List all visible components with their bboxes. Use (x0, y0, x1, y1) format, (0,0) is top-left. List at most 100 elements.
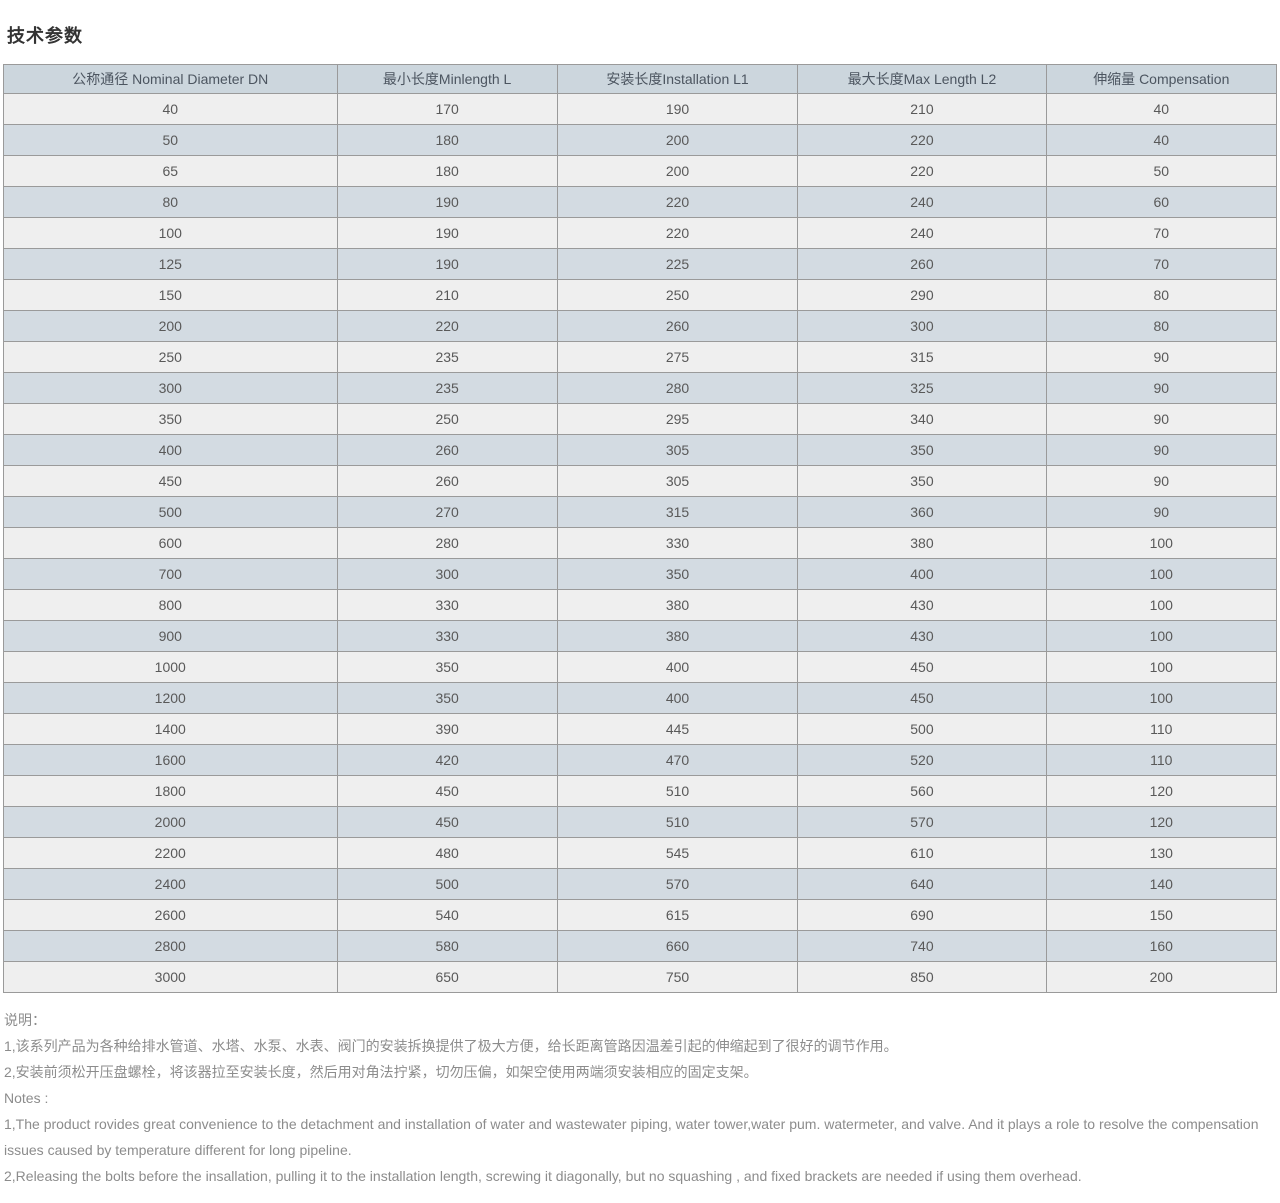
table-cell: 600 (3, 527, 338, 559)
table-cell: 100 (1045, 682, 1278, 714)
table-cell: 340 (797, 403, 1047, 435)
table-cell: 330 (336, 620, 558, 652)
table-cell: 80 (1045, 279, 1278, 311)
table-cell: 380 (797, 527, 1047, 559)
table-cell: 110 (1045, 744, 1278, 776)
table-cell: 120 (1045, 775, 1278, 807)
table-row: 200 220 260 300 80 (3, 310, 1278, 342)
table-cell: 1600 (3, 744, 338, 776)
table-cell: 660 (556, 930, 799, 962)
table-cell: 510 (556, 775, 799, 807)
notes-zh-title: 说明： (4, 1012, 46, 1028)
table-cell: 70 (1045, 217, 1278, 249)
notes-en-item: 1,The product rovides great convenience … (4, 1116, 1259, 1158)
table-cell: 50 (3, 124, 338, 156)
table-row: 800 330 380 430 100 (3, 589, 1278, 621)
table-cell: 100 (1045, 620, 1278, 652)
column-header: 安装长度Installation L1 (556, 64, 799, 94)
table-cell: 700 (3, 558, 338, 590)
table-cell: 60 (1045, 186, 1278, 218)
table-cell: 100 (1045, 651, 1278, 683)
column-header: 伸缩量 Compensation (1045, 64, 1278, 94)
table-cell: 250 (3, 341, 338, 373)
table-row: 700 300 350 400 100 (3, 558, 1278, 590)
table-cell: 580 (336, 930, 558, 962)
page-title: 技术参数 (7, 26, 83, 46)
table-cell: 260 (336, 465, 558, 497)
table-cell: 200 (556, 124, 799, 156)
table-cell: 125 (3, 248, 338, 280)
table-cell: 90 (1045, 372, 1278, 404)
table-cell: 40 (3, 93, 338, 125)
table-row: 1000 350 400 450 100 (3, 651, 1278, 683)
table-row: 1600 420 470 520 110 (3, 744, 1278, 776)
notes-section: 说明： 1,该系列产品为各种给排水管道、水塔、水泵、水表、阀门的安装拆换提供了极… (4, 1007, 1277, 1189)
table-cell: 90 (1045, 496, 1278, 528)
table-cell: 220 (797, 155, 1047, 187)
table-cell: 400 (797, 558, 1047, 590)
table-row: 250 235 275 315 90 (3, 341, 1278, 373)
table-cell: 275 (556, 341, 799, 373)
table-row: 350 250 295 340 90 (3, 403, 1278, 435)
notes-zh-item: 2,安装前须松开压盘螺栓，将该器拉至安装长度，然后用对角法拧紧，切勿压偏，如架空… (4, 1064, 758, 1080)
table-cell: 90 (1045, 434, 1278, 466)
table-cell: 80 (3, 186, 338, 218)
table-row: 1200 350 400 450 100 (3, 682, 1278, 714)
table-cell: 235 (336, 341, 558, 373)
table-cell: 200 (1045, 961, 1278, 993)
table-cell: 500 (797, 713, 1047, 745)
table-cell: 480 (336, 837, 558, 869)
table-cell: 2600 (3, 899, 338, 931)
table-cell: 750 (556, 961, 799, 993)
table-cell: 120 (1045, 806, 1278, 838)
notes-en-item: 2,Releasing the bolts before the insalla… (4, 1168, 1082, 1184)
table-row: 450 260 305 350 90 (3, 465, 1278, 497)
notes-zh-item: 1,该系列产品为各种给排水管道、水塔、水泵、水表、阀门的安装拆换提供了极大方便，… (4, 1038, 898, 1054)
table-cell: 2800 (3, 930, 338, 962)
table-cell: 300 (336, 558, 558, 590)
table-cell: 150 (1045, 899, 1278, 931)
table-cell: 1400 (3, 713, 338, 745)
table-row: 50 180 200 220 40 (3, 124, 1278, 156)
table-cell: 325 (797, 372, 1047, 404)
table-cell: 1000 (3, 651, 338, 683)
table-cell: 40 (1045, 124, 1278, 156)
table-cell: 140 (1045, 868, 1278, 900)
table-cell: 210 (797, 93, 1047, 125)
table-cell: 190 (336, 186, 558, 218)
table-row: 80 190 220 240 60 (3, 186, 1278, 218)
table-cell: 235 (336, 372, 558, 404)
table-cell: 100 (1045, 589, 1278, 621)
table-cell: 190 (556, 93, 799, 125)
table-cell: 80 (1045, 310, 1278, 342)
table-cell: 70 (1045, 248, 1278, 280)
table-cell: 250 (336, 403, 558, 435)
table-cell: 40 (1045, 93, 1278, 125)
table-cell: 350 (336, 682, 558, 714)
table-cell: 445 (556, 713, 799, 745)
table-cell: 380 (556, 620, 799, 652)
table-cell: 400 (556, 651, 799, 683)
table-cell: 2400 (3, 868, 338, 900)
notes-en-title: Notes : (4, 1090, 49, 1106)
table-row: 2800 580 660 740 160 (3, 930, 1278, 962)
table-cell: 690 (797, 899, 1047, 931)
table-cell: 210 (336, 279, 558, 311)
table-cell: 100 (1045, 558, 1278, 590)
table-cell: 450 (336, 775, 558, 807)
table-cell: 280 (336, 527, 558, 559)
table-cell: 390 (336, 713, 558, 745)
table-cell: 290 (797, 279, 1047, 311)
table-cell: 2200 (3, 837, 338, 869)
table-cell: 315 (556, 496, 799, 528)
table-cell: 350 (797, 434, 1047, 466)
table-cell: 1200 (3, 682, 338, 714)
table-row: 2600 540 615 690 150 (3, 899, 1278, 931)
table-cell: 3000 (3, 961, 338, 993)
table-row: 1800 450 510 560 120 (3, 775, 1278, 807)
table-cell: 450 (3, 465, 338, 497)
table-cell: 200 (556, 155, 799, 187)
table-cell: 110 (1045, 713, 1278, 745)
